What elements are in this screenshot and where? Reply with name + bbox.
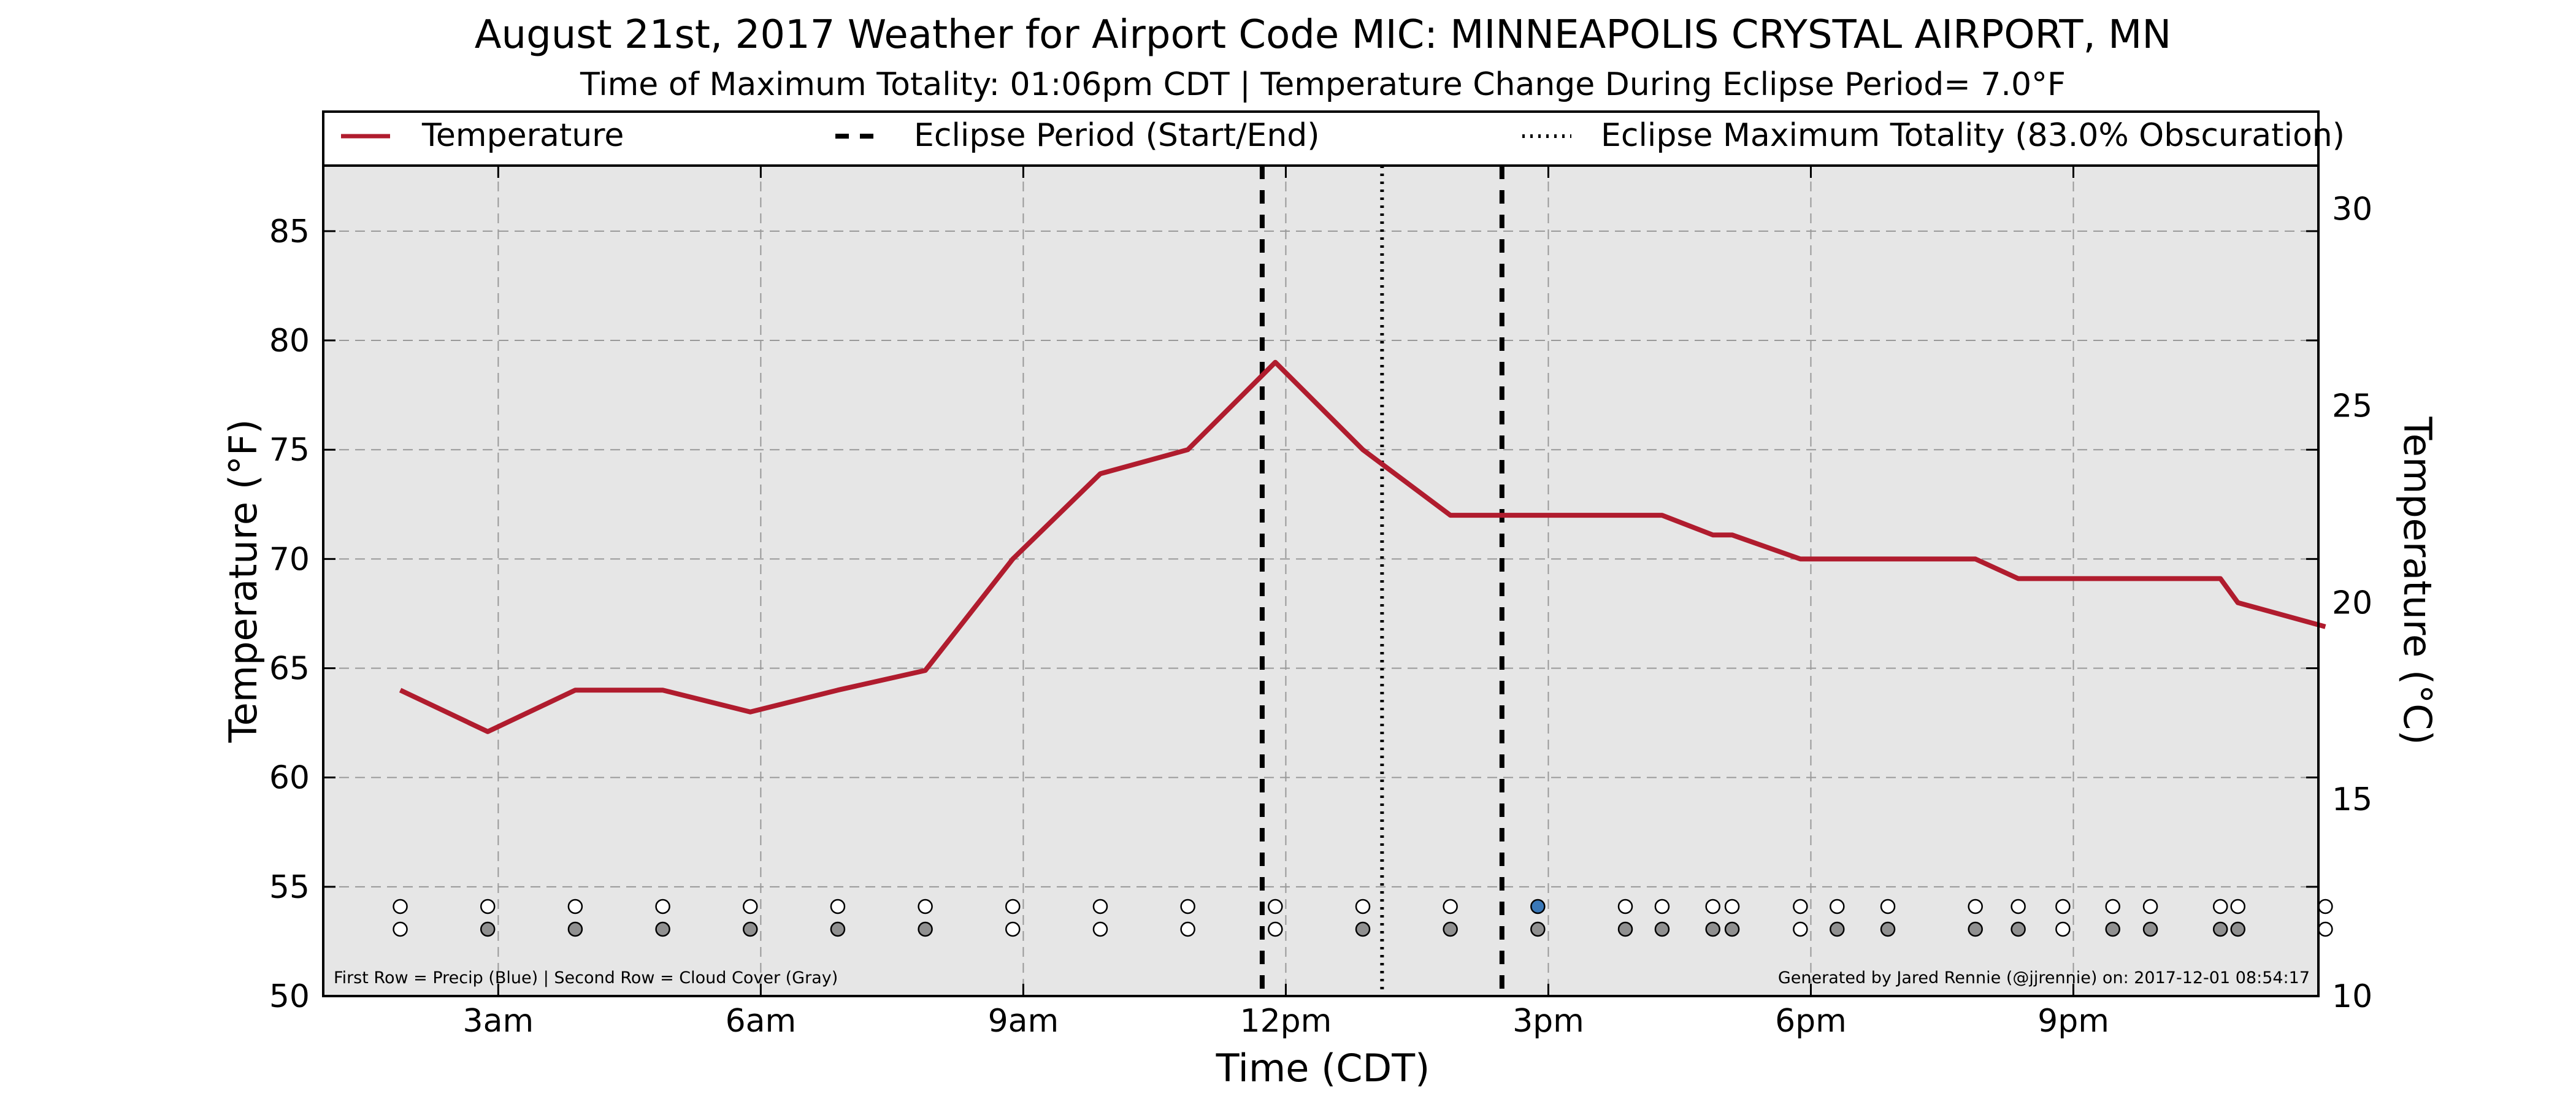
y-tick-label: 55 bbox=[269, 869, 310, 906]
precip-marker bbox=[567, 899, 583, 914]
cloud-marker bbox=[2212, 921, 2228, 937]
precip-marker bbox=[1705, 899, 1720, 914]
axis-ticks: 50 55 60 65 70 75 80 85 10 15 20 25 30 3am 6am 9am 12pm 3… bbox=[269, 166, 2372, 1040]
y-tick-label: 70 bbox=[269, 541, 310, 578]
y-right-tick-label: 25 bbox=[2332, 388, 2372, 424]
cloud-marker bbox=[1968, 921, 1983, 937]
precip-marker bbox=[2142, 899, 2158, 914]
cloud-marker bbox=[1268, 921, 1283, 937]
precip-marker bbox=[1005, 899, 1021, 914]
y-axis-label-left: Temperature (°F) bbox=[221, 419, 266, 743]
precip-marker bbox=[1180, 899, 1195, 914]
footer-note-right: Generated by Jared Rennie (@jjrennie) on… bbox=[1778, 968, 2310, 987]
cloud-marker bbox=[655, 921, 670, 937]
cloud-marker bbox=[1830, 921, 1845, 937]
legend-eclipse-period-label: Eclipse Period (Start/End) bbox=[914, 117, 1320, 154]
y-right-tick-label: 20 bbox=[2332, 585, 2372, 621]
y-tick-label: 80 bbox=[269, 323, 310, 359]
precip-marker bbox=[2105, 899, 2120, 914]
cloud-marker bbox=[2318, 921, 2333, 937]
cloud-marker bbox=[1443, 921, 1458, 937]
cloud-marker bbox=[2142, 921, 2158, 937]
cloud-marker bbox=[393, 921, 408, 937]
precip-marker bbox=[655, 899, 670, 914]
cloud-marker bbox=[2230, 921, 2245, 937]
precip-marker bbox=[2318, 899, 2333, 914]
precip-marker bbox=[2011, 899, 2026, 914]
eclipse-lines bbox=[1259, 166, 1505, 996]
precip-marker bbox=[393, 899, 408, 914]
cloud-marker bbox=[2105, 921, 2120, 937]
x-tick-label: 3am bbox=[463, 1003, 534, 1040]
y-tick-label: 85 bbox=[269, 213, 310, 250]
x-tick-label: 9pm bbox=[2037, 1003, 2109, 1040]
legend-eclipse-max-label: Eclipse Maximum Totality (83.0% Obscurat… bbox=[1601, 117, 2345, 154]
cloud-marker bbox=[1793, 921, 1808, 937]
y-right-tick-label: 30 bbox=[2332, 191, 2372, 228]
precip-marker bbox=[1443, 899, 1458, 914]
cloud-marker bbox=[2011, 921, 2026, 937]
cloud-marker bbox=[567, 921, 583, 937]
plot-area bbox=[323, 166, 2318, 996]
y-axis-label-right: Temperature (°C) bbox=[2395, 416, 2440, 745]
precip-marker bbox=[2230, 899, 2245, 914]
cloud-marker bbox=[1617, 921, 1633, 937]
cloud-marker bbox=[1355, 921, 1371, 937]
cloud-marker bbox=[743, 921, 758, 937]
x-tick-label: 6am bbox=[726, 1003, 797, 1040]
precip-marker bbox=[1880, 899, 1896, 914]
precip-marker bbox=[1355, 899, 1371, 914]
cloud-marker bbox=[830, 921, 846, 937]
y-right-tick-label: 15 bbox=[2332, 781, 2372, 818]
legend-temperature-label: Temperature bbox=[421, 117, 624, 154]
precip-marker bbox=[1654, 899, 1670, 914]
footer-note-left: First Row = Precip (Blue) | Second Row =… bbox=[334, 968, 838, 987]
x-tick-label: 12pm bbox=[1240, 1003, 1332, 1040]
observation-markers bbox=[393, 899, 2333, 937]
chart-title: August 21st, 2017 Weather for Airport Co… bbox=[475, 12, 2172, 58]
temperature-line bbox=[399, 359, 2326, 734]
x-axis-label: Time (CDT) bbox=[1216, 1046, 1430, 1091]
y-tick-label: 50 bbox=[269, 978, 310, 1015]
cloud-marker bbox=[1180, 921, 1195, 937]
precip-marker bbox=[2212, 899, 2228, 914]
y-tick-label: 60 bbox=[269, 760, 310, 797]
x-tick-label: 3pm bbox=[1512, 1003, 1584, 1040]
precip-marker bbox=[1268, 899, 1283, 914]
precip-marker bbox=[918, 899, 933, 914]
precip-marker bbox=[1830, 899, 1845, 914]
precip-marker bbox=[480, 899, 496, 914]
y-right-tick-label: 10 bbox=[2332, 978, 2372, 1015]
cloud-marker bbox=[1530, 921, 1546, 937]
grid bbox=[323, 166, 2318, 996]
temperature-series bbox=[399, 359, 2326, 734]
y-tick-label: 65 bbox=[269, 651, 310, 688]
x-tick-label: 9am bbox=[988, 1003, 1059, 1040]
cloud-marker bbox=[918, 921, 933, 937]
precip-marker bbox=[2055, 899, 2071, 914]
precip-marker bbox=[1968, 899, 1983, 914]
precip-marker bbox=[743, 899, 758, 914]
cloud-marker bbox=[1005, 921, 1021, 937]
precip-marker bbox=[1530, 899, 1546, 914]
cloud-marker bbox=[1092, 921, 1108, 937]
precip-marker bbox=[1617, 899, 1633, 914]
cloud-marker bbox=[1654, 921, 1670, 937]
cloud-marker bbox=[1705, 921, 1720, 937]
precip-marker bbox=[1793, 899, 1808, 914]
cloud-marker bbox=[1880, 921, 1896, 937]
legend: Temperature Eclipse Period (Start/End) E… bbox=[322, 110, 2345, 167]
cloud-marker bbox=[2055, 921, 2071, 937]
y-tick-label: 75 bbox=[269, 432, 310, 469]
precip-marker bbox=[1724, 899, 1740, 914]
chart-subtitle: Time of Maximum Totality: 01:06pm CDT | … bbox=[580, 66, 2066, 103]
precip-marker bbox=[830, 899, 846, 914]
x-tick-label: 6pm bbox=[1775, 1003, 1847, 1040]
cloud-marker bbox=[1724, 921, 1740, 937]
precip-marker bbox=[1092, 899, 1108, 914]
legend-box bbox=[322, 110, 2320, 167]
cloud-marker bbox=[480, 921, 496, 937]
